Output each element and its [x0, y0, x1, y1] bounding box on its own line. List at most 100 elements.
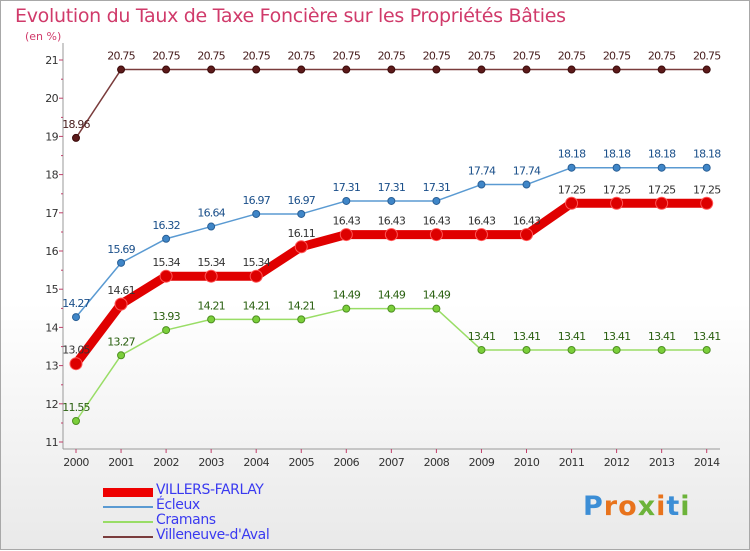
data-point — [297, 209, 306, 218]
data-label: 20.75 — [242, 50, 270, 63]
data-point — [339, 228, 353, 242]
data-label: 14.49 — [378, 289, 406, 302]
data-point — [207, 65, 216, 74]
x-tick-label: 2011 — [559, 456, 585, 469]
y-tick-label: 15 — [45, 283, 58, 296]
y-tick-label: 13 — [45, 360, 58, 373]
legend-label: VILLERS-FARLAY — [156, 482, 264, 498]
y-tick-label: 12 — [45, 398, 58, 411]
data-point — [162, 65, 171, 74]
data-point — [162, 234, 171, 243]
x-tick-label: 2013 — [649, 456, 675, 469]
data-label: 20.75 — [333, 50, 361, 63]
x-tick-label: 2005 — [288, 456, 314, 469]
data-point — [387, 304, 396, 313]
data-point — [567, 65, 576, 74]
data-point — [567, 163, 576, 172]
series-layer — [69, 65, 714, 425]
x-tick-label: 2004 — [243, 456, 269, 469]
legend-swatch — [103, 487, 153, 497]
legend-swatch — [103, 521, 153, 523]
data-label: 13.93 — [152, 310, 180, 323]
data-point — [432, 65, 441, 74]
data-point — [700, 196, 714, 210]
data-label: 20.75 — [468, 50, 496, 63]
legend-swatch — [103, 536, 153, 538]
y-tick-label: 14 — [45, 321, 58, 334]
data-label: 17.25 — [603, 183, 631, 196]
data-label: 16.97 — [288, 194, 316, 207]
data-label: 14.21 — [197, 299, 225, 312]
data-label: 18.18 — [693, 148, 721, 161]
data-point — [72, 416, 80, 425]
data-point — [702, 65, 711, 74]
data-point — [612, 163, 621, 172]
data-label: 18.96 — [62, 118, 90, 131]
data-point — [159, 269, 173, 283]
x-tick-label: 2003 — [198, 456, 224, 469]
data-label: 13.41 — [603, 330, 631, 343]
axes: 11 12 13 14 15 16 17 18 19 20 21 2000 2001 2002 2003 20… — [45, 43, 721, 469]
logo-letter: r — [603, 491, 619, 522]
data-point — [429, 228, 443, 242]
data-point — [207, 315, 216, 324]
data-label: 18.18 — [603, 148, 631, 161]
data-point — [657, 163, 666, 172]
data-label: 17.74 — [513, 165, 541, 178]
y-tick-label: 18 — [45, 169, 58, 182]
logo-letter: o — [618, 491, 638, 522]
data-point — [522, 65, 531, 74]
data-label: 15.34 — [242, 256, 270, 269]
legend-label: Cramans — [156, 512, 216, 528]
data-point — [387, 196, 396, 205]
data-label: 20.75 — [693, 50, 721, 63]
chart-title: Evolution du Taux de Taxe Foncière sur l… — [15, 5, 566, 27]
data-label: 13.41 — [468, 330, 496, 343]
data-point — [117, 351, 126, 360]
logo-letter: t — [666, 491, 681, 522]
x-tick-label: 2000 — [63, 456, 89, 469]
data-point — [117, 65, 126, 74]
data-point — [702, 345, 711, 354]
y-tick-label: 11 — [45, 436, 58, 449]
legend-label: Villeneuve-d'Aval — [156, 527, 270, 543]
data-label: 17.31 — [378, 181, 406, 194]
data-point — [520, 228, 533, 242]
data-point — [294, 240, 308, 254]
logo-letter: i — [680, 491, 691, 522]
data-label: 13.41 — [648, 330, 676, 343]
x-tick-label: 2012 — [604, 456, 630, 469]
data-point — [477, 180, 486, 189]
data-label: 15.69 — [107, 243, 135, 256]
data-point — [702, 163, 711, 172]
data-label: 18.18 — [558, 148, 586, 161]
data-point — [252, 209, 261, 218]
data-label: 16.11 — [288, 227, 316, 240]
y-tick-label: 21 — [45, 54, 58, 67]
x-tick-label: 2002 — [153, 456, 179, 469]
data-point — [432, 304, 441, 313]
data-label: 17.74 — [468, 165, 496, 178]
data-label: 16.64 — [197, 207, 225, 220]
x-tick-label: 2007 — [379, 456, 405, 469]
data-point — [522, 180, 531, 189]
data-label: 17.25 — [693, 183, 721, 196]
data-point — [477, 345, 486, 354]
data-label: 14.21 — [242, 299, 270, 312]
data-label: 14.49 — [423, 289, 451, 302]
x-tick-label: 2008 — [424, 456, 450, 469]
data-label: 20.75 — [152, 50, 180, 63]
x-tick-label: 2010 — [514, 456, 540, 469]
data-label: 13.41 — [513, 330, 541, 343]
data-point — [565, 196, 579, 210]
proxiti-logo: Proxiti — [583, 491, 691, 522]
data-label: 20.75 — [197, 50, 225, 63]
series-line-3 — [75, 68, 708, 139]
data-label: 17.25 — [648, 183, 676, 196]
y-axis-unit: (en %) — [25, 30, 62, 43]
x-tick-label: 2009 — [469, 456, 495, 469]
data-label: 20.75 — [648, 50, 676, 63]
data-label: 16.43 — [333, 215, 361, 228]
